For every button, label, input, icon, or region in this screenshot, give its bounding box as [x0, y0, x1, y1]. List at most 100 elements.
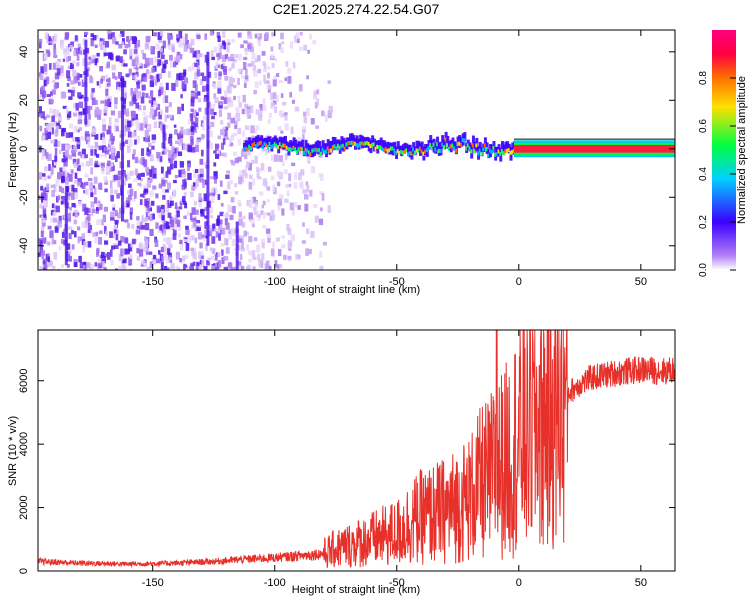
noise-speckle — [203, 266, 208, 270]
noise-speckle — [97, 161, 101, 166]
noise-speckle — [160, 209, 164, 215]
noise-speckle — [316, 98, 320, 107]
noise-speckle — [221, 249, 224, 256]
noise-speckle — [117, 175, 121, 180]
noise-speckle — [191, 109, 196, 118]
noise-speckle — [119, 208, 122, 214]
noise-speckle — [127, 39, 131, 48]
noise-speckle — [42, 205, 47, 214]
noise-speckle — [184, 33, 188, 41]
noise-speckle — [71, 230, 74, 235]
noise-speckle — [203, 161, 207, 166]
y-tick-label: 0 — [18, 146, 30, 152]
noise-speckle — [101, 256, 106, 264]
noise-speckle — [238, 174, 242, 179]
noise-speckle — [139, 193, 144, 198]
noise-speckle — [226, 45, 230, 53]
signal-track-halo — [294, 139, 298, 149]
signal-track-halo — [266, 136, 270, 146]
noise-speckle — [62, 91, 67, 99]
noise-speckle — [68, 185, 72, 190]
noise-speckle — [187, 66, 192, 72]
signal-track-core — [400, 149, 403, 154]
signal-track-halo — [511, 142, 515, 151]
noise-speckle — [234, 125, 238, 130]
noise-speckle — [40, 111, 45, 119]
noise-speckle — [291, 207, 296, 216]
noise-speckle — [59, 39, 64, 48]
noise-speckle — [123, 92, 127, 100]
noise-speckle — [219, 219, 223, 225]
signal-track-halo — [453, 141, 457, 151]
noise-speckle — [123, 129, 127, 137]
noise-speckle — [243, 40, 248, 44]
signal-track-core — [507, 148, 511, 153]
noise-speckle — [177, 106, 182, 115]
noise-speckle — [222, 126, 226, 132]
noise-speckle — [73, 219, 78, 225]
signal-track-core — [408, 151, 411, 156]
signal-track-halo — [492, 141, 496, 151]
noise-speckle — [40, 225, 45, 234]
noise-speckle — [50, 91, 53, 96]
noise-speckle — [194, 201, 198, 206]
x-tick-label: -50 — [389, 276, 405, 288]
noise-speckle — [148, 142, 152, 147]
noise-speckle — [227, 204, 232, 212]
noise-speckle — [161, 151, 165, 155]
noise-speckle — [313, 90, 318, 95]
noise-speckle — [48, 164, 51, 171]
noise-speckle — [124, 43, 129, 49]
signal-track-core — [442, 145, 446, 150]
noise-speckle — [234, 120, 238, 127]
signal-track-core — [372, 142, 376, 147]
noise-speckle — [127, 120, 132, 128]
signal-track-halo — [330, 140, 334, 153]
noise-speckle — [307, 49, 310, 54]
noise-speckle — [54, 72, 60, 80]
noise-speckle — [190, 113, 194, 122]
noise-speckle — [52, 240, 57, 245]
noise-speckle — [126, 172, 132, 180]
noise-speckle — [234, 157, 239, 164]
noise-speckle — [199, 178, 204, 183]
noise-speckle — [289, 202, 294, 211]
signal-track-halo — [268, 136, 272, 147]
noise-speckle — [123, 98, 126, 105]
noise-speckle — [41, 85, 45, 93]
noise-speckle — [71, 244, 75, 250]
noise-speckle — [191, 234, 195, 241]
noise-speckle — [140, 178, 143, 182]
noise-speckle — [266, 212, 271, 216]
signal-track-halo — [420, 141, 424, 155]
noise-speckle — [51, 237, 55, 245]
noise-speckle — [210, 50, 214, 57]
x-tick-label: 0 — [516, 276, 522, 288]
noise-speckle — [53, 109, 57, 118]
noise-speckle — [144, 217, 148, 223]
noise-speckle — [182, 196, 186, 203]
signal-track-core — [478, 148, 481, 153]
noise-speckle — [86, 105, 91, 114]
noise-speckle — [252, 196, 257, 204]
noise-speckle — [42, 173, 46, 177]
signal-track-halo — [282, 136, 286, 150]
noise-speckle — [170, 220, 175, 228]
noise-speckle — [90, 149, 94, 156]
noise-speckle — [124, 118, 129, 126]
noise-speckle — [190, 108, 194, 112]
noise-speckle — [38, 172, 43, 180]
noise-speckle — [198, 251, 201, 260]
noise-speckle — [266, 186, 271, 191]
noise-speckle — [66, 82, 70, 87]
noise-speckle — [76, 62, 80, 67]
noise-speckle — [293, 202, 298, 208]
noise-speckle — [192, 247, 197, 253]
x-tick-label: 50 — [635, 276, 647, 288]
noise-speckle — [298, 148, 302, 155]
noise-speckle — [191, 207, 196, 215]
noise-speckle — [164, 265, 168, 270]
noise-speckle — [227, 56, 232, 62]
noise-speckle — [310, 231, 315, 238]
